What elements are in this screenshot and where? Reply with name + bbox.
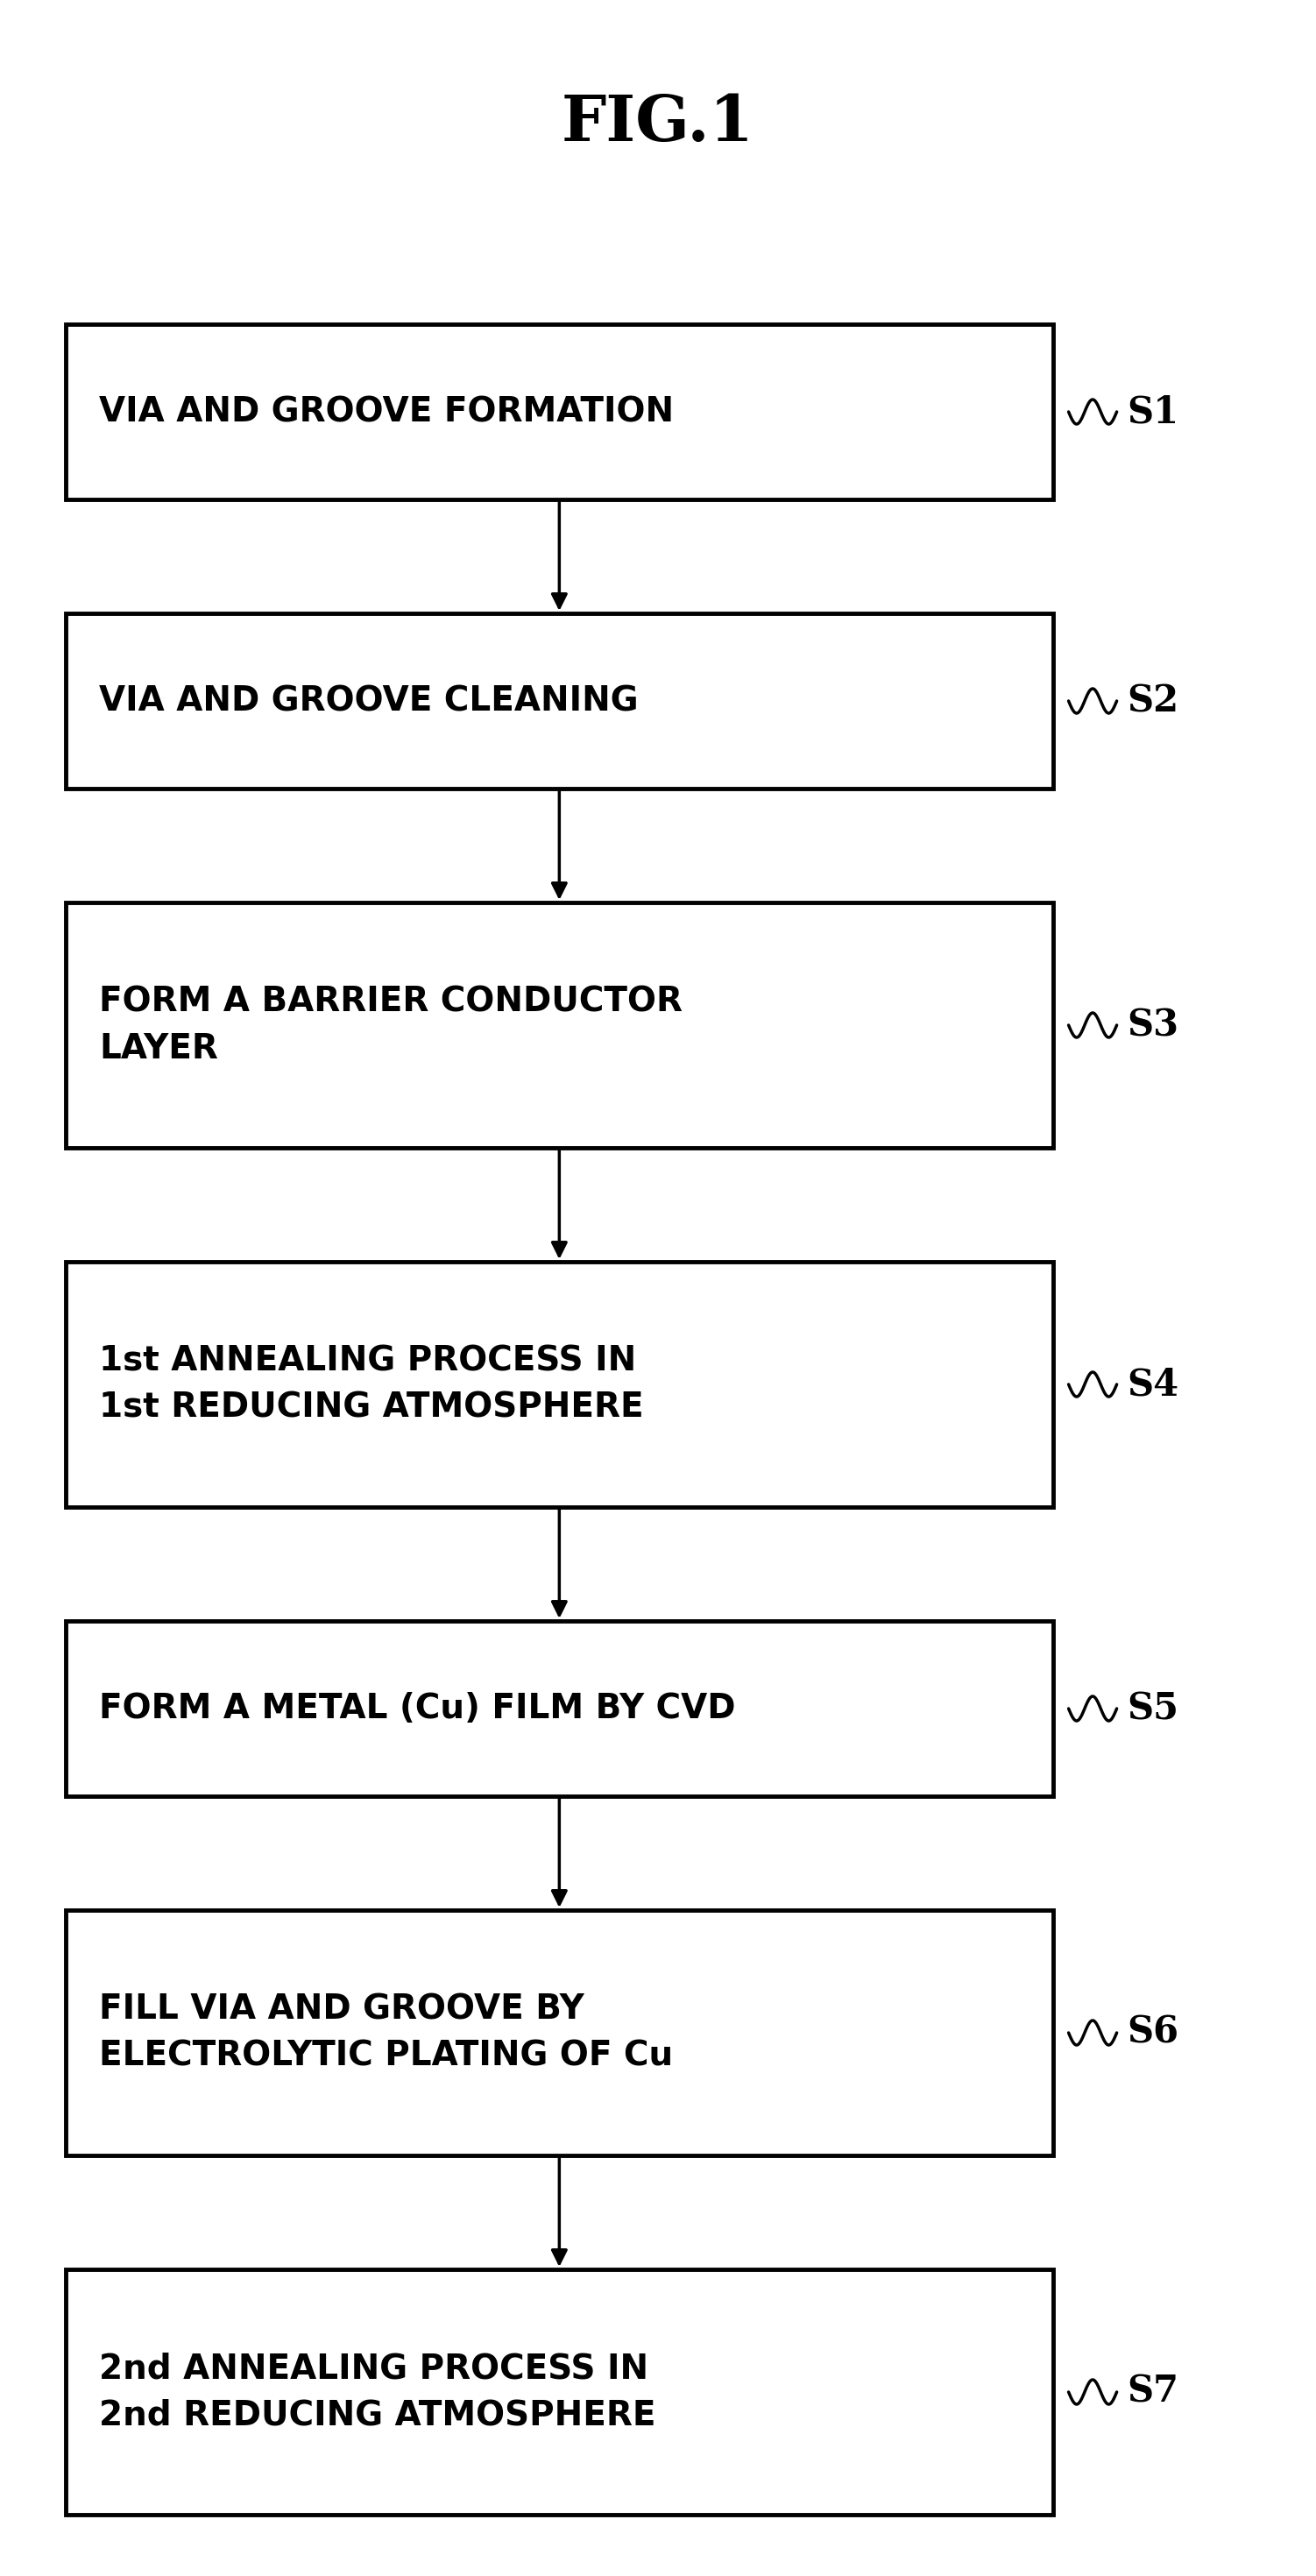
Text: S4: S4 — [1128, 1365, 1179, 1404]
Bar — [66, 902, 1053, 1149]
Text: 2nd ANNEALING PROCESS IN
2nd REDUCING ATMOSPHERE: 2nd ANNEALING PROCESS IN 2nd REDUCING AT… — [99, 2352, 655, 2432]
Text: FILL VIA AND GROOVE BY
ELECTROLYTIC PLATING OF Cu: FILL VIA AND GROOVE BY ELECTROLYTIC PLAT… — [99, 1994, 672, 2074]
Text: S3: S3 — [1128, 1007, 1179, 1043]
Text: S1: S1 — [1128, 394, 1179, 430]
Bar — [66, 1909, 1053, 2156]
Text: FORM A BARRIER CONDUCTOR
LAYER: FORM A BARRIER CONDUCTOR LAYER — [99, 984, 683, 1064]
Text: 1st ANNEALING PROCESS IN
1st REDUCING ATMOSPHERE: 1st ANNEALING PROCESS IN 1st REDUCING AT… — [99, 1345, 644, 1425]
Text: S7: S7 — [1128, 2372, 1179, 2411]
Text: FIG.1: FIG.1 — [562, 93, 754, 155]
Text: VIA AND GROOVE CLEANING: VIA AND GROOVE CLEANING — [99, 685, 638, 719]
Text: S5: S5 — [1128, 1690, 1179, 1726]
Bar — [66, 325, 1053, 500]
Bar — [66, 1620, 1053, 1795]
Text: VIA AND GROOVE FORMATION: VIA AND GROOVE FORMATION — [99, 394, 674, 428]
Text: FORM A METAL (Cu) FILM BY CVD: FORM A METAL (Cu) FILM BY CVD — [99, 1692, 736, 1726]
Bar — [66, 1262, 1053, 1507]
Bar — [66, 613, 1053, 788]
Text: S2: S2 — [1128, 683, 1179, 719]
Text: S6: S6 — [1128, 2014, 1179, 2050]
Bar — [66, 2269, 1053, 2514]
